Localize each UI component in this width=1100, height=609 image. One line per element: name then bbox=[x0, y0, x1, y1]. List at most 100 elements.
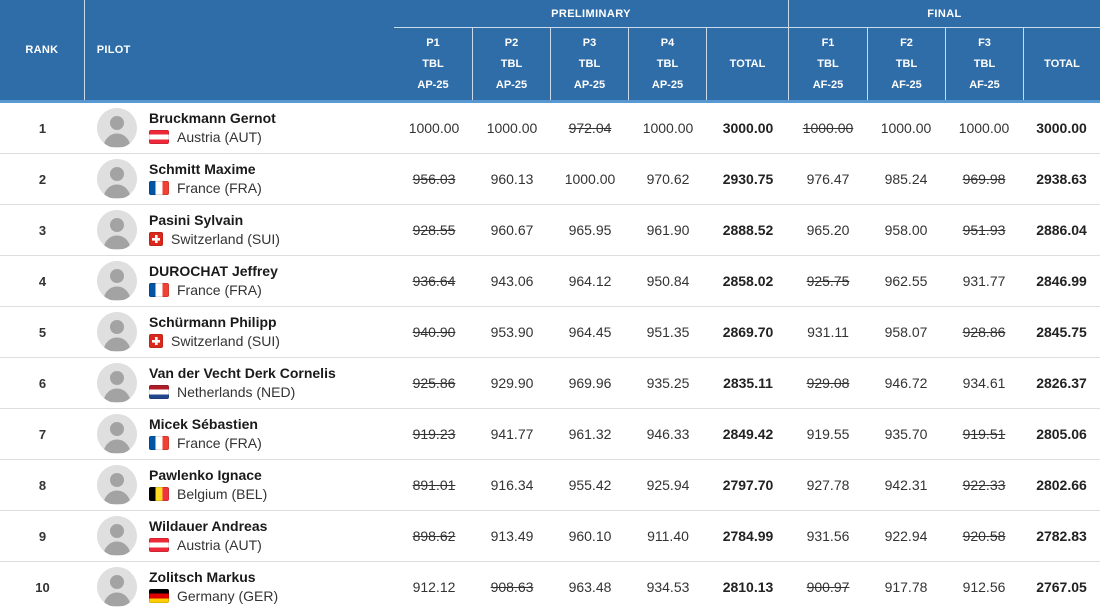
table-row[interactable]: 1 Bruckmann Gernot Austria (AUT) 1000.00 100… bbox=[0, 103, 1100, 154]
table-row[interactable]: 3 Pasini Sylvain Switzerland (SUI) 928.55 96… bbox=[0, 205, 1100, 256]
pilot-country: France (FRA) bbox=[149, 180, 262, 197]
table-row[interactable]: 2 Schmitt Maxime France (FRA) 956.03 960.13 1… bbox=[0, 154, 1100, 205]
pilot-name: Pasini Sylvain bbox=[149, 212, 244, 229]
score-p4: 970.62 bbox=[646, 171, 690, 187]
score-p3: 963.48 bbox=[568, 579, 612, 595]
total-label: TOTAL bbox=[1044, 58, 1080, 70]
pilot-name: Micek Sébastien bbox=[149, 416, 258, 433]
country-label: France (FRA) bbox=[177, 435, 262, 451]
score-f2: 922.94 bbox=[884, 528, 928, 544]
pilot-name: Zolitsch Markus bbox=[149, 569, 256, 586]
round-code: P1 bbox=[426, 37, 440, 49]
score-p4: 911.40 bbox=[647, 528, 689, 544]
flag-icon bbox=[149, 334, 163, 349]
score-preliminary-total: 3000.00 bbox=[722, 120, 774, 136]
score-p3: 961.32 bbox=[568, 426, 612, 442]
round-tbl: TBL bbox=[422, 58, 444, 70]
score-f2: 962.55 bbox=[884, 273, 928, 289]
pilot-avatar bbox=[97, 516, 137, 556]
col-header-f1: F1 TBL AF-25 bbox=[789, 28, 867, 100]
score-p4: 925.94 bbox=[646, 477, 690, 493]
score-p4: 934.53 bbox=[646, 579, 690, 595]
col-header-rank: RANK bbox=[0, 0, 85, 100]
pilot-avatar bbox=[97, 210, 137, 250]
score-p1: 936.64 bbox=[412, 273, 456, 289]
col-header-f3: F3 TBL AF-25 bbox=[945, 28, 1023, 100]
pilot-info: Wildauer Andreas Austria (AUT) bbox=[149, 518, 267, 554]
score-preliminary-total: 2797.70 bbox=[722, 477, 774, 493]
country-label: Netherlands (NED) bbox=[177, 384, 296, 400]
round-series: AP-25 bbox=[573, 79, 606, 91]
score-f1: 976.47 bbox=[806, 171, 850, 187]
country-label: Germany (GER) bbox=[177, 588, 279, 604]
round-tbl: TBL bbox=[895, 58, 918, 70]
score-final-total: 2782.83 bbox=[1036, 528, 1087, 544]
table-row[interactable]: 6 Van der Vecht Derk Cornelis Netherlands … bbox=[0, 358, 1100, 409]
table-row[interactable]: 4 DUROCHAT Jeffrey France (FRA) 936.64 943.0… bbox=[0, 256, 1100, 307]
score-f3: 951.93 bbox=[962, 222, 1006, 238]
country-label: France (FRA) bbox=[177, 180, 262, 196]
table-body: 1 Bruckmann Gernot Austria (AUT) 1000.00 100… bbox=[0, 103, 1100, 609]
flag-icon bbox=[149, 436, 169, 451]
table-row[interactable]: 10 Zolitsch Markus Germany (GER) 912.12 908.… bbox=[0, 562, 1100, 609]
score-p3: 1000.00 bbox=[564, 171, 616, 187]
score-p4: 946.33 bbox=[646, 426, 690, 442]
score-p2: 929.90 bbox=[490, 375, 534, 391]
pilot-name: Van der Vecht Derk Cornelis bbox=[149, 365, 336, 382]
score-p1: 891.01 bbox=[412, 477, 456, 493]
flag-icon bbox=[149, 232, 163, 247]
pilot-country: Switzerland (SUI) bbox=[149, 231, 280, 248]
round-series: AF-25 bbox=[969, 79, 1000, 91]
round-series: AP-25 bbox=[417, 79, 449, 91]
score-f1: 925.75 bbox=[806, 273, 850, 289]
rank-value: 10 bbox=[35, 579, 50, 595]
score-preliminary-total: 2888.52 bbox=[722, 222, 774, 238]
table-row[interactable]: 5 Schürmann Philipp Switzerland (SUI) 940.9… bbox=[0, 307, 1100, 358]
score-f2: 1000.00 bbox=[880, 120, 932, 136]
flag-icon bbox=[149, 181, 169, 196]
round-series: AP-25 bbox=[651, 79, 684, 91]
country-label: France (FRA) bbox=[177, 282, 262, 298]
score-p4: 950.84 bbox=[646, 273, 690, 289]
score-f2: 946.72 bbox=[884, 375, 928, 391]
pilot-info: Bruckmann Gernot Austria (AUT) bbox=[149, 110, 276, 146]
pilot-cell: Pasini Sylvain Switzerland (SUI) bbox=[85, 210, 395, 250]
score-preliminary-total: 2810.13 bbox=[722, 579, 774, 595]
country-label: Belgium (BEL) bbox=[177, 486, 268, 502]
score-p3: 960.10 bbox=[568, 528, 612, 544]
rank-value: 5 bbox=[38, 324, 47, 340]
score-preliminary-total: 2784.99 bbox=[722, 528, 774, 544]
score-p4: 1000.00 bbox=[642, 120, 694, 136]
table-row[interactable]: 7 Micek Sébastien France (FRA) 919.23 941.77… bbox=[0, 409, 1100, 460]
total-label: TOTAL bbox=[729, 58, 766, 70]
score-f1: 919.55 bbox=[806, 426, 850, 442]
table-row[interactable]: 9 Wildauer Andreas Austria (AUT) 898.62 913.… bbox=[0, 511, 1100, 562]
pilot-info: Schürmann Philipp Switzerland (SUI) bbox=[149, 314, 280, 350]
rank-value: 1 bbox=[38, 120, 47, 136]
score-f2: 942.31 bbox=[884, 477, 928, 493]
score-f3: 931.77 bbox=[962, 273, 1006, 289]
rank-value: 8 bbox=[38, 477, 47, 493]
score-final-total: 2805.06 bbox=[1036, 426, 1087, 442]
score-preliminary-total: 2849.42 bbox=[722, 426, 774, 442]
round-tbl: TBL bbox=[500, 58, 523, 70]
round-tbl: TBL bbox=[578, 58, 601, 70]
pilot-avatar bbox=[97, 363, 137, 403]
pilot-country: Austria (AUT) bbox=[149, 537, 267, 554]
pilot-name: Schürmann Philipp bbox=[149, 314, 277, 331]
score-p2: 941.77 bbox=[490, 426, 534, 442]
score-f3: 934.61 bbox=[962, 375, 1006, 391]
flag-icon bbox=[149, 130, 169, 145]
table-row[interactable]: 8 Pawlenko Ignace Belgium (BEL) 891.01 916.3… bbox=[0, 460, 1100, 511]
pilot-cell: DUROCHAT Jeffrey France (FRA) bbox=[85, 261, 395, 301]
rank-value: 4 bbox=[38, 273, 47, 289]
score-p2: 953.90 bbox=[490, 324, 534, 340]
pilot-cell: Micek Sébastien France (FRA) bbox=[85, 414, 395, 454]
pilot-country: Netherlands (NED) bbox=[149, 384, 336, 401]
pilot-name: Bruckmann Gernot bbox=[149, 110, 276, 127]
round-code: F2 bbox=[900, 37, 913, 49]
score-p3: 964.12 bbox=[568, 273, 612, 289]
score-final-total: 2938.63 bbox=[1036, 171, 1087, 187]
score-f3: 1000.00 bbox=[958, 120, 1010, 136]
